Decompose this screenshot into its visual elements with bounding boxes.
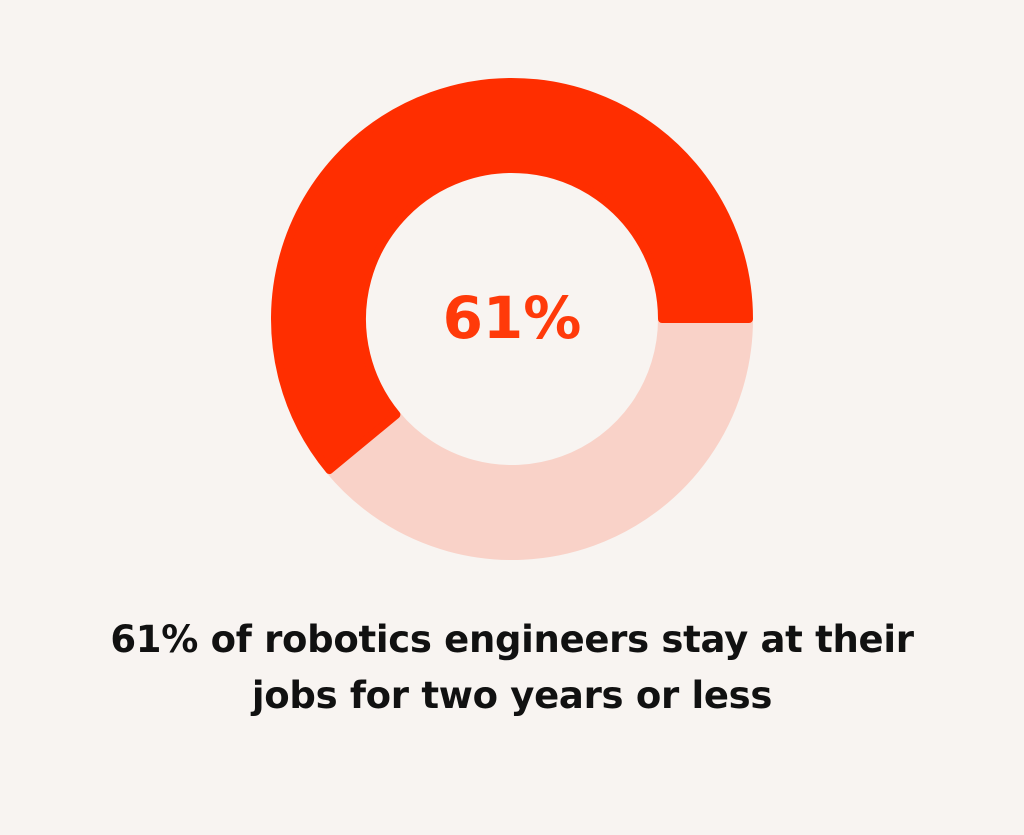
donut-slice xyxy=(325,315,753,560)
donut-slice xyxy=(271,78,753,475)
caption: 61% of robotics engineers stay at their … xyxy=(110,618,914,717)
chart: 61% xyxy=(271,78,753,560)
center-label: 61% xyxy=(443,284,582,352)
